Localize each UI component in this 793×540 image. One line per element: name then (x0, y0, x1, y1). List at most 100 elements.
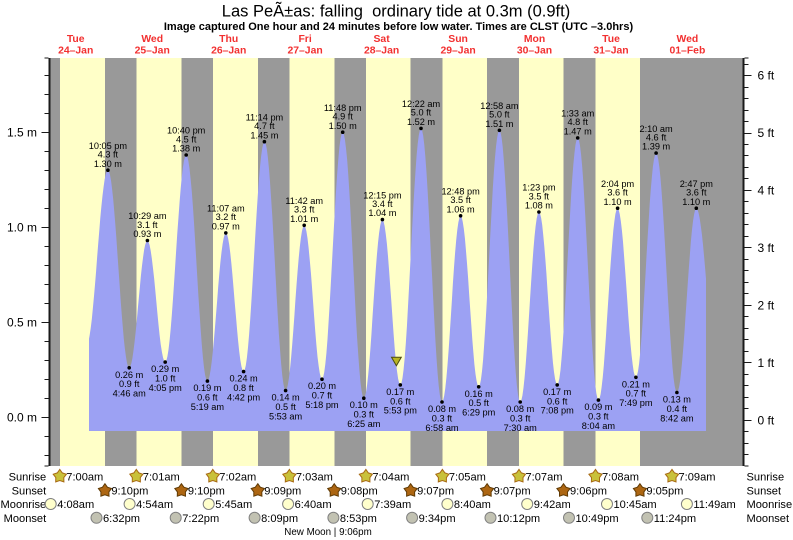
svg-text:Fri: Fri (298, 34, 311, 45)
svg-text:1.30 m: 1.30 m (94, 159, 122, 169)
svg-text:Las PeÃ±as: falling ordinary: Las PeÃ±as: falling ordinary tide at 0.3… (222, 1, 570, 21)
svg-text:11:48 pm: 11:48 pm (324, 103, 362, 113)
svg-text:4.8 ft: 4.8 ft (567, 117, 588, 127)
svg-text:3 ft: 3 ft (758, 241, 775, 255)
svg-text:7:09am: 7:09am (679, 471, 716, 483)
svg-text:1 ft: 1 ft (758, 356, 775, 370)
svg-text:27–Jan: 27–Jan (287, 46, 322, 57)
svg-text:Sunrise: Sunrise (747, 471, 785, 483)
svg-text:Sat: Sat (374, 34, 391, 45)
svg-text:5 ft: 5 ft (758, 126, 775, 140)
svg-text:5:18 pm: 5:18 pm (305, 400, 339, 410)
svg-text:0.8 ft: 0.8 ft (233, 383, 254, 393)
svg-text:0.0 m: 0.0 m (7, 410, 37, 424)
svg-text:3.3 ft: 3.3 ft (294, 205, 315, 215)
svg-text:5:53 pm: 5:53 pm (384, 406, 418, 416)
svg-text:3.6 ft: 3.6 ft (686, 188, 707, 198)
svg-text:7:01am: 7:01am (143, 471, 180, 483)
svg-text:1.39 m: 1.39 m (642, 142, 670, 152)
svg-text:9:34pm: 9:34pm (419, 513, 456, 525)
svg-text:1.04 m: 1.04 m (368, 208, 396, 218)
svg-text:1.10 m: 1.10 m (604, 197, 632, 207)
svg-text:8:04 am: 8:04 am (582, 421, 616, 431)
svg-text:0.5 ft: 0.5 ft (468, 398, 489, 408)
svg-text:4.7 ft: 4.7 ft (254, 121, 275, 131)
svg-text:0.97 m: 0.97 m (212, 222, 240, 232)
svg-text:0.3 ft: 0.3 ft (510, 413, 531, 423)
svg-text:0 ft: 0 ft (758, 413, 775, 427)
svg-text:0.24 m: 0.24 m (230, 374, 258, 384)
svg-text:12:48 pm: 12:48 pm (441, 187, 480, 197)
svg-text:2:04 pm: 2:04 pm (601, 179, 635, 189)
svg-text:6 ft: 6 ft (758, 69, 775, 83)
svg-text:6:32pm: 6:32pm (103, 513, 140, 525)
svg-text:3.1 ft: 3.1 ft (137, 220, 158, 230)
svg-text:1.5 m: 1.5 m (7, 125, 37, 139)
svg-text:Sunrise: Sunrise (9, 471, 47, 483)
svg-text:5.0 ft: 5.0 ft (411, 108, 432, 118)
svg-text:0.93 m: 0.93 m (133, 229, 161, 239)
svg-text:31–Jan: 31–Jan (593, 46, 628, 57)
svg-text:7:39am: 7:39am (374, 499, 411, 511)
svg-text:3.5 ft: 3.5 ft (450, 195, 471, 205)
svg-text:0.6 ft: 0.6 ft (390, 396, 411, 406)
svg-text:7:07am: 7:07am (526, 471, 563, 483)
svg-text:12:58 am: 12:58 am (480, 101, 519, 111)
svg-text:1.38 m: 1.38 m (172, 144, 200, 154)
svg-text:6:58 am: 6:58 am (425, 423, 459, 433)
svg-text:3.4 ft: 3.4 ft (372, 199, 393, 209)
svg-text:1.01 m: 1.01 m (290, 214, 318, 224)
svg-text:7:08am: 7:08am (602, 471, 639, 483)
svg-text:4:42 pm: 4:42 pm (227, 392, 261, 402)
svg-text:Mon: Mon (524, 34, 545, 45)
svg-text:26–Jan: 26–Jan (211, 46, 246, 57)
svg-text:4:08am: 4:08am (57, 499, 94, 511)
svg-text:0.21 m: 0.21 m (622, 379, 650, 389)
svg-text:0.08 m: 0.08 m (428, 404, 456, 414)
svg-text:4.9 ft: 4.9 ft (332, 112, 353, 122)
svg-text:Moonrise: Moonrise (1, 499, 47, 511)
svg-text:4.6 ft: 4.6 ft (646, 132, 667, 142)
svg-text:9:06pm: 9:06pm (570, 486, 607, 498)
svg-text:Moonset: Moonset (747, 513, 790, 525)
svg-text:0.6 ft: 0.6 ft (547, 396, 568, 406)
svg-text:10:45am: 10:45am (614, 499, 657, 511)
svg-text:11:14 pm: 11:14 pm (246, 112, 284, 122)
svg-text:30–Jan: 30–Jan (517, 46, 552, 57)
svg-text:0.3 ft: 0.3 ft (432, 413, 453, 423)
svg-text:7:02am: 7:02am (219, 471, 256, 483)
svg-text:0.17 m: 0.17 m (386, 387, 414, 397)
svg-text:1.52 m: 1.52 m (407, 117, 435, 127)
svg-text:0.13 m: 0.13 m (663, 395, 691, 405)
svg-text:7:22pm: 7:22pm (182, 513, 219, 525)
svg-text:1.51 m: 1.51 m (485, 119, 513, 129)
svg-text:9:10pm: 9:10pm (111, 486, 148, 498)
svg-text:24–Jan: 24–Jan (58, 46, 93, 57)
svg-text:0.5 m: 0.5 m (7, 315, 37, 329)
svg-text:4:54am: 4:54am (136, 499, 173, 511)
svg-text:5:45am: 5:45am (215, 499, 252, 511)
svg-text:0.09 m: 0.09 m (584, 402, 612, 412)
svg-text:9:42am: 9:42am (534, 499, 571, 511)
svg-text:11:24pm: 11:24pm (654, 513, 696, 525)
svg-text:Wed: Wed (677, 34, 699, 45)
svg-text:9:05pm: 9:05pm (646, 486, 683, 498)
svg-text:4.5 ft: 4.5 ft (176, 134, 197, 144)
svg-text:0.5 ft: 0.5 ft (275, 402, 296, 412)
svg-text:0.19 m: 0.19 m (193, 383, 221, 393)
svg-text:5:19 am: 5:19 am (191, 402, 225, 412)
svg-text:4:05 pm: 4:05 pm (149, 383, 183, 393)
svg-text:New Moon | 9:06pm: New Moon | 9:06pm (284, 527, 372, 538)
svg-text:3.6 ft: 3.6 ft (607, 188, 628, 198)
svg-text:Sunset: Sunset (747, 486, 782, 498)
svg-text:2 ft: 2 ft (758, 298, 775, 312)
svg-text:0.20 m: 0.20 m (308, 381, 336, 391)
svg-text:Sun: Sun (448, 34, 468, 45)
svg-text:0.10 m: 0.10 m (350, 400, 378, 410)
svg-text:Tue: Tue (67, 34, 85, 45)
svg-text:1.0 m: 1.0 m (7, 220, 37, 234)
svg-text:Wed: Wed (141, 34, 163, 45)
svg-text:0.26 m: 0.26 m (115, 370, 143, 380)
svg-text:8:40am: 8:40am (454, 499, 491, 511)
svg-text:7:03am: 7:03am (296, 471, 333, 483)
